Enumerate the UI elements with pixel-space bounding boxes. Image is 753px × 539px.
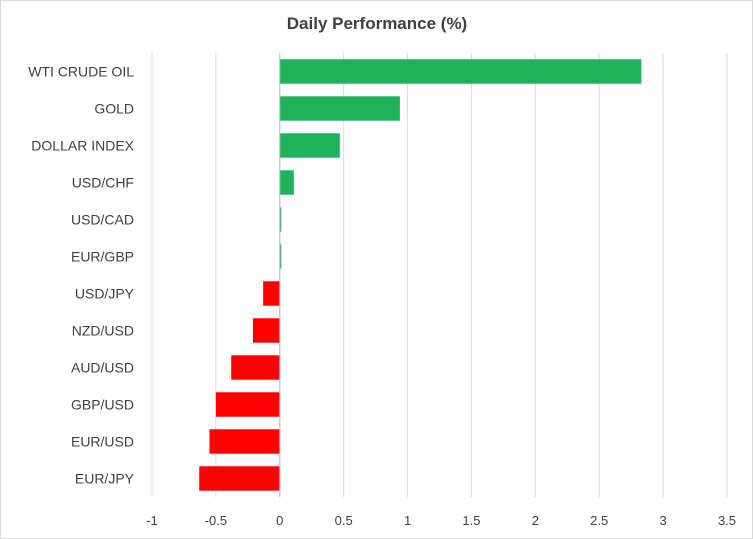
category-label-dollar-index: DOLLAR INDEX [31, 138, 134, 154]
bar-usd-jpy [263, 281, 280, 306]
bar-eur-gbp [279, 244, 282, 269]
category-label-wti-crude-oil: WTI CRUDE OIL [28, 64, 134, 80]
category-label-eur-usd: EUR/USD [71, 434, 134, 450]
x-tick-label: 0.5 [335, 513, 353, 528]
bar-nzd-usd [252, 318, 280, 343]
category-label-eur-gbp: EUR/GBP [71, 249, 134, 265]
bar-dollar-index [279, 133, 340, 158]
category-label-usd-chf: USD/CHF [72, 175, 134, 191]
x-tick-label: 3.5 [718, 513, 736, 528]
bars [199, 59, 642, 491]
x-tick-label: 1 [404, 513, 411, 528]
x-tick-label: -0.5 [205, 513, 227, 528]
x-tick-label: 1.5 [462, 513, 480, 528]
x-tick-label: 2.5 [590, 513, 608, 528]
category-label-aud-usd: AUD/USD [71, 360, 134, 376]
bar-gbp-usd [215, 392, 280, 417]
x-tick-label: 3 [659, 513, 666, 528]
bar-wti-crude-oil [279, 59, 642, 84]
bar-usd-chf [279, 170, 294, 195]
category-label-usd-cad: USD/CAD [71, 212, 134, 228]
category-label-gbp-usd: GBP/USD [71, 397, 134, 413]
tick-labels: -1 -0.5 0 0.5 1 1.5 2 2.5 3 3.5 [146, 513, 736, 528]
x-tick-label: -1 [146, 513, 158, 528]
bar-aud-usd [231, 355, 280, 380]
category-label-gold: GOLD [94, 101, 134, 117]
bar-usd-cad [279, 207, 282, 232]
x-tick-label: 2 [532, 513, 539, 528]
x-tick-label: 0 [276, 513, 283, 528]
category-label-usd-jpy: USD/JPY [75, 286, 135, 302]
bar-gold [279, 96, 400, 121]
category-labels: WTI CRUDE OIL GOLD DOLLAR INDEX USD/CHF USD/… [28, 64, 134, 487]
chart-title: Daily Performance (%) [287, 14, 467, 33]
bar-eur-usd [209, 429, 280, 454]
bar-eur-jpy [199, 466, 280, 491]
category-label-nzd-usd: NZD/USD [72, 323, 134, 339]
category-label-eur-jpy: EUR/JPY [75, 471, 135, 487]
